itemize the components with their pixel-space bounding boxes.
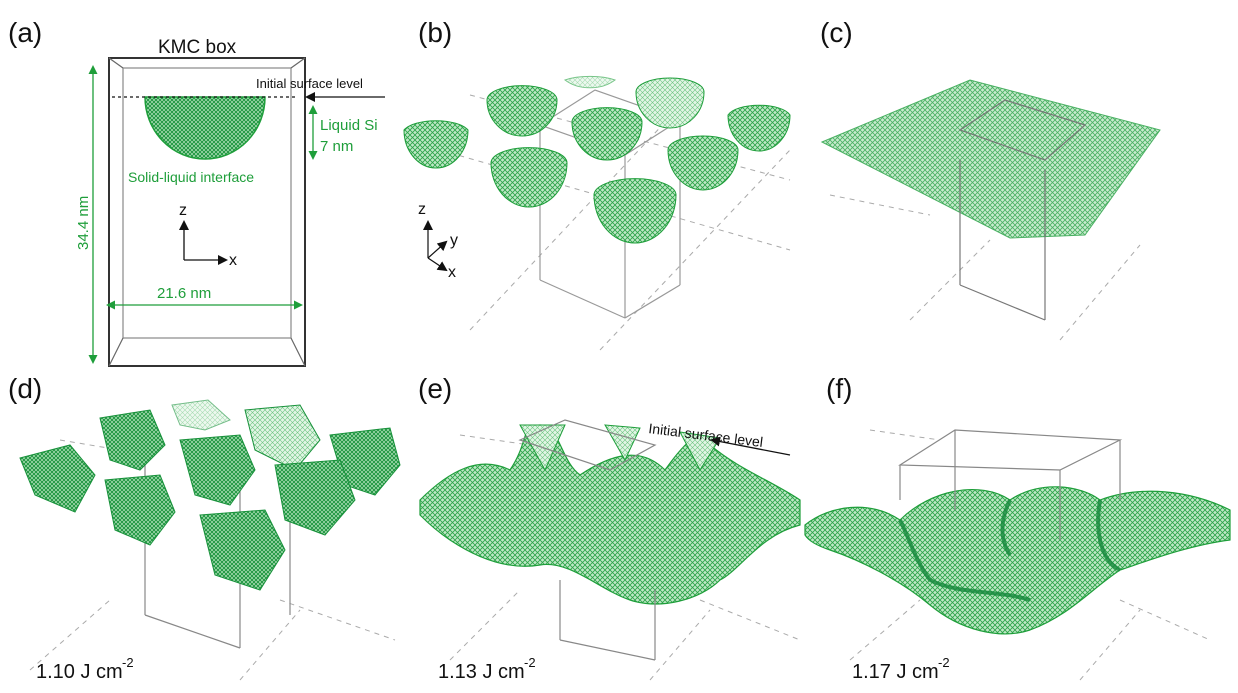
panel-c-box xyxy=(958,99,1087,321)
kmc-box-title: KMC box xyxy=(158,37,237,58)
interface-label: Solid-liquid interface xyxy=(128,169,254,185)
depth-label: 7 nm xyxy=(320,138,353,155)
panel-c-flat-surface xyxy=(820,79,1161,341)
liquid-si-label: Liquid Si xyxy=(320,117,378,134)
panel-b-axis-x-label: x xyxy=(448,264,456,281)
width-label: 21.6 nm xyxy=(157,285,211,302)
panel-f-box xyxy=(898,429,1123,540)
panel-a-kmc-box: KMC box Initial surface level Liquid Si … xyxy=(75,37,385,367)
cellular-melt-surface xyxy=(804,486,1231,635)
axis-z-label: z xyxy=(179,202,187,219)
panel-b-hemispheres: z y x xyxy=(403,75,791,351)
kmc-box-inner xyxy=(122,67,292,339)
panel-b-axis-z-label: z xyxy=(418,201,426,218)
fluence-f-exp: -2 xyxy=(938,655,950,670)
panel-label-d: (d) xyxy=(8,373,42,404)
panel-b-hemisphere-set xyxy=(403,75,791,244)
panel-e-initial-surface-arrow xyxy=(710,436,791,456)
melt-hemisphere xyxy=(144,96,266,160)
panel-b-axis-x xyxy=(427,257,448,272)
axis-x-label: x xyxy=(229,252,237,269)
height-label: 34.4 nm xyxy=(75,196,92,250)
initial-surface-label: Initial surface level xyxy=(256,76,363,91)
kmc-box-outer xyxy=(108,57,306,367)
panel-f-cell-boundaries xyxy=(898,499,1122,602)
fluence-d: 1.10 J cm xyxy=(36,661,123,683)
panel-label-a: (a) xyxy=(8,17,42,48)
panel-e-box xyxy=(518,419,657,661)
panel-b-axis-y-label: y xyxy=(450,232,458,249)
panel-label-f: (f) xyxy=(826,373,852,404)
panel-label-b: (b) xyxy=(418,17,452,48)
fluence-d-exp: -2 xyxy=(122,655,134,670)
panel-b-axis-y xyxy=(427,240,448,259)
fluence-f: 1.17 J cm xyxy=(852,661,939,683)
panel-d-faceted-pools: 1.10 J cm -2 xyxy=(19,399,401,683)
panel-e-surface-1-13: Initial surface level 1.13 J cm -2 xyxy=(419,419,801,683)
fluence-e: 1.13 J cm xyxy=(438,661,525,683)
flat-melt-surface xyxy=(820,79,1161,239)
panel-d-pyramid-set xyxy=(19,399,401,591)
panel-label-e: (e) xyxy=(418,373,452,404)
panel-label-c: (c) xyxy=(820,17,853,48)
panel-f-surface-1-17: 1.17 J cm -2 xyxy=(804,429,1231,683)
fluence-e-exp: -2 xyxy=(524,655,536,670)
wavy-melt-surface xyxy=(419,424,801,605)
